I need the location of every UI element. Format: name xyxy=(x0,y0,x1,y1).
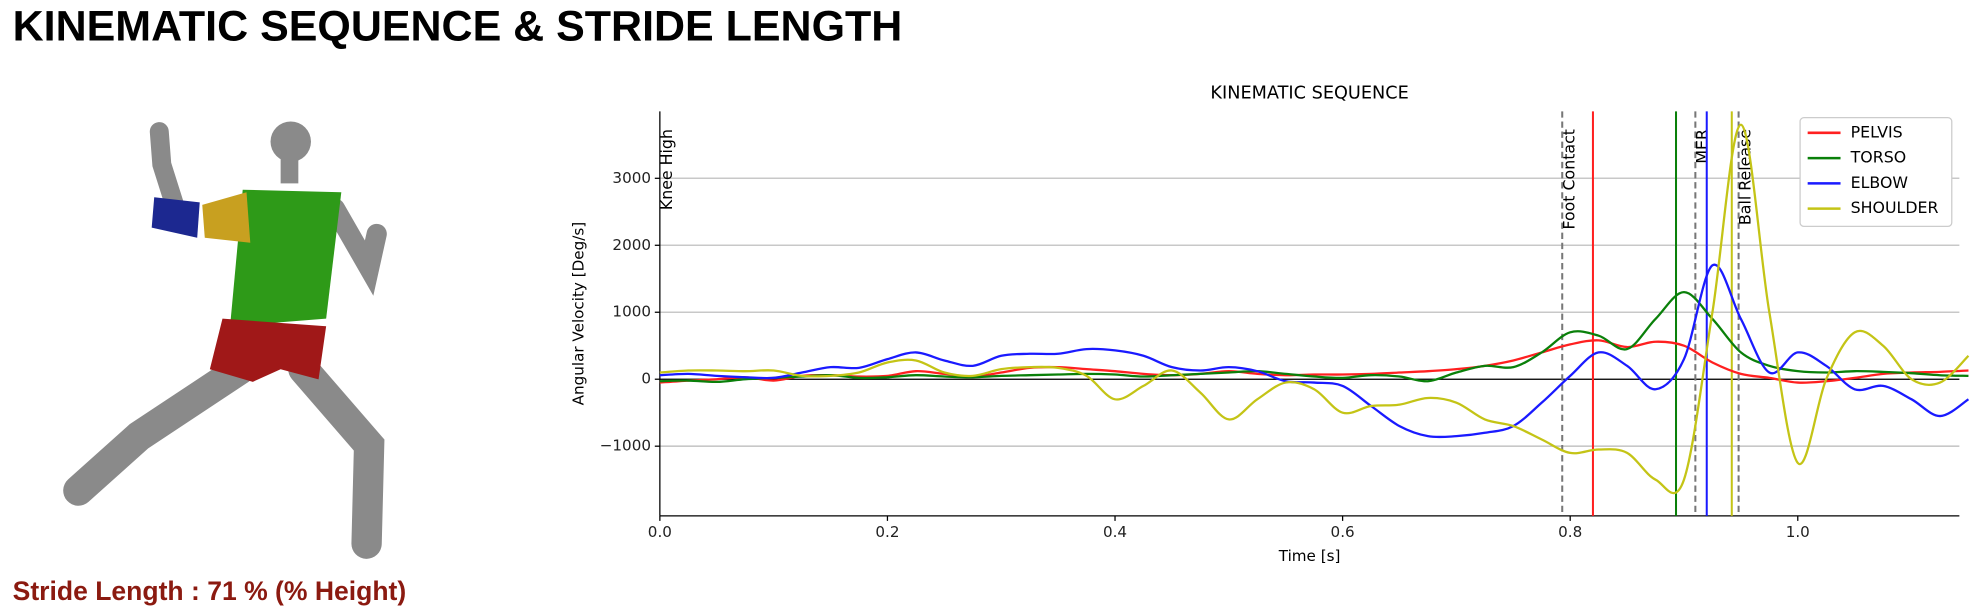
y-tick-label: 0 xyxy=(641,370,651,388)
y-tick-label: 3000 xyxy=(612,169,651,187)
x-tick-label: 0.6 xyxy=(1331,523,1355,541)
x-tick-label: 0.8 xyxy=(1558,523,1582,541)
legend-label: ELBOW xyxy=(1851,173,1909,192)
legend-label: SHOULDER xyxy=(1851,198,1939,217)
legend-box xyxy=(1799,117,1953,227)
series-line xyxy=(659,339,1969,384)
mannequin xyxy=(63,121,387,559)
legend-label: TORSO xyxy=(1850,148,1907,167)
x-tick-label: 0.4 xyxy=(1103,523,1127,541)
y-axis-label: Angular Velocity [Deg/s] xyxy=(569,222,587,405)
series-line xyxy=(659,263,1970,439)
series-line xyxy=(659,123,1970,495)
page-title: KINEMATIC SEQUENCE & STRIDE LENGTH xyxy=(13,3,903,51)
x-tick-label: 0.2 xyxy=(875,523,899,541)
x-axis-label: Time [s] xyxy=(1278,547,1341,565)
series-line xyxy=(659,291,1969,384)
event-label: Knee High xyxy=(657,129,676,210)
chart-title: KINEMATIC SEQUENCE xyxy=(1210,84,1408,104)
event-label: MER xyxy=(1692,129,1711,164)
x-tick-label: 0.0 xyxy=(648,523,672,541)
stride-length: Stride Length : 71 % (% Height) xyxy=(13,576,407,606)
event-label: Foot Contact xyxy=(1559,129,1578,230)
y-tick-label: −1000 xyxy=(600,437,651,455)
y-tick-label: 2000 xyxy=(612,236,651,254)
legend-label: PELVIS xyxy=(1851,122,1903,141)
y-tick-label: 1000 xyxy=(612,303,651,321)
x-tick-label: 1.0 xyxy=(1786,523,1810,541)
